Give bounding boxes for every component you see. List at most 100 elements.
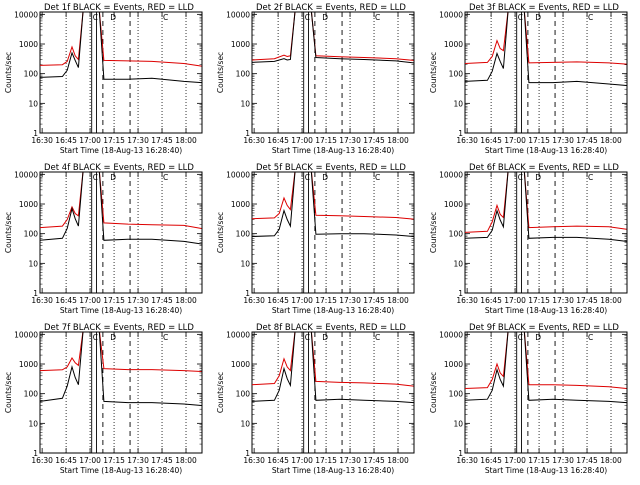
x-tick-label: 16:30 xyxy=(31,136,53,145)
y-tick-label: 1 xyxy=(458,449,463,458)
panel-title: Det 6f BLACK = Events, RED = LLD xyxy=(469,163,619,173)
x-tick-label: 16:30 xyxy=(31,296,53,305)
interval-marker: C xyxy=(305,13,310,22)
events-series-line xyxy=(40,332,202,406)
x-tick-label: 17:45 xyxy=(151,136,173,145)
x-tick-label: 17:00 xyxy=(504,296,526,305)
x-tick-label: 17:00 xyxy=(79,136,101,145)
x-tick-label: 17:45 xyxy=(151,456,173,465)
plot-frame xyxy=(251,171,415,294)
y-tick-label: 1 xyxy=(33,129,38,138)
x-tick-label: 18:00 xyxy=(600,296,622,305)
x-axis-label: Start Time (18-Aug-13 16:28:40) xyxy=(272,306,394,315)
x-tick-label: 17:15 xyxy=(103,296,125,305)
interval-marker: D xyxy=(110,13,116,22)
x-tick-label: 17:00 xyxy=(291,296,313,305)
x-tick-label: 17:00 xyxy=(291,136,313,145)
interval-marker: D xyxy=(535,13,541,22)
interval-marker: D xyxy=(110,333,116,342)
y-tick-label: 100 xyxy=(24,390,39,399)
x-tick-label: 17:15 xyxy=(315,296,337,305)
y-axis-label: Counts/sec xyxy=(429,52,438,93)
x-axis-label: Start Time (18-Aug-13 16:28:40) xyxy=(485,306,607,315)
y-tick-label: 10000 xyxy=(439,170,463,179)
y-tick-label: 1 xyxy=(458,289,463,298)
lld-series-line xyxy=(465,12,627,65)
panel-title: Det 2f BLACK = Events, RED = LLD xyxy=(256,3,406,13)
interval-marker: C xyxy=(588,13,593,22)
x-tick-label: 17:00 xyxy=(504,136,526,145)
x-axis-label: Start Time (18-Aug-13 16:28:40) xyxy=(272,146,394,155)
interval-marker: C xyxy=(93,173,98,182)
lld-series-line xyxy=(40,332,202,372)
y-tick-label: 10 xyxy=(453,419,463,428)
interval-marker: C xyxy=(93,333,98,342)
x-tick-label: 17:00 xyxy=(291,456,313,465)
x-axis-label: Start Time (18-Aug-13 16:28:40) xyxy=(60,306,182,315)
lld-series-line xyxy=(40,12,202,67)
x-tick-label: 18:00 xyxy=(387,136,409,145)
x-tick-label: 18:00 xyxy=(387,296,409,305)
y-tick-label: 100 xyxy=(236,230,251,239)
x-tick-label: 17:45 xyxy=(576,456,598,465)
x-tick-label: 17:15 xyxy=(103,456,125,465)
y-tick-label: 100 xyxy=(236,390,251,399)
events-series-line xyxy=(252,172,414,237)
interval-marker: C xyxy=(163,333,168,342)
interval-marker: C xyxy=(93,13,98,22)
interval-marker: C xyxy=(305,173,310,182)
x-axis-label: Start Time (18-Aug-13 16:28:40) xyxy=(272,466,394,475)
y-tick-label: 10000 xyxy=(14,10,38,19)
interval-marker: C xyxy=(163,13,168,22)
x-tick-label: 17:30 xyxy=(339,296,361,305)
panel-title: Det 5f BLACK = Events, RED = LLD xyxy=(256,163,406,173)
x-tick-label: 17:15 xyxy=(528,136,550,145)
y-tick-label: 1 xyxy=(33,289,38,298)
y-axis-label: Counts/sec xyxy=(429,212,438,253)
y-tick-label: 1000 xyxy=(19,360,38,369)
interval-marker: C xyxy=(588,333,593,342)
plot-frame xyxy=(464,331,628,454)
x-tick-label: 18:00 xyxy=(387,456,409,465)
y-tick-label: 1 xyxy=(245,449,250,458)
x-tick-label: 17:30 xyxy=(552,456,574,465)
plot-frame xyxy=(39,331,203,454)
interval-marker: C xyxy=(518,173,523,182)
interval-marker: D xyxy=(110,173,116,182)
plot-frame xyxy=(464,171,628,294)
y-tick-label: 1000 xyxy=(231,360,250,369)
y-axis-label: Counts/sec xyxy=(4,372,13,413)
y-tick-label: 1000 xyxy=(19,200,38,209)
y-tick-label: 10 xyxy=(240,259,250,268)
y-tick-label: 1000 xyxy=(444,40,463,49)
y-tick-label: 100 xyxy=(236,70,251,79)
y-tick-label: 10000 xyxy=(226,170,250,179)
x-axis-label: Start Time (18-Aug-13 16:28:40) xyxy=(60,466,182,475)
x-tick-label: 17:45 xyxy=(576,136,598,145)
x-tick-label: 16:30 xyxy=(31,456,53,465)
x-tick-label: 17:15 xyxy=(528,296,550,305)
panel-title: Det 1f BLACK = Events, RED = LLD xyxy=(44,3,194,13)
lld-series-line xyxy=(252,172,414,220)
y-tick-label: 100 xyxy=(24,70,39,79)
x-tick-label: 17:45 xyxy=(363,296,385,305)
interval-marker: C xyxy=(375,13,380,22)
y-tick-label: 1 xyxy=(245,129,250,138)
x-tick-label: 17:45 xyxy=(151,296,173,305)
x-tick-label: 17:00 xyxy=(504,456,526,465)
y-axis-label: Counts/sec xyxy=(4,52,13,93)
x-tick-label: 17:30 xyxy=(552,136,574,145)
x-tick-label: 16:45 xyxy=(267,136,289,145)
y-tick-label: 10000 xyxy=(226,10,250,19)
y-tick-label: 1000 xyxy=(444,360,463,369)
x-tick-label: 17:30 xyxy=(127,456,149,465)
events-series-line xyxy=(40,12,202,84)
interval-marker: D xyxy=(322,333,328,342)
y-tick-label: 10 xyxy=(240,99,250,108)
